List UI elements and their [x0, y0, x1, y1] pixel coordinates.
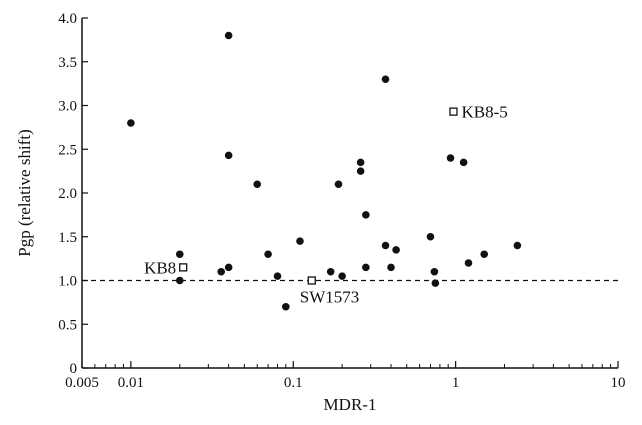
data-point [224, 151, 233, 160]
x-axis-title: MDR-1 [324, 395, 377, 414]
data-point [430, 267, 439, 276]
data-point [127, 119, 135, 127]
tick-marks [81, 17, 619, 369]
data-point [175, 276, 184, 285]
x-tick-label: 0.01 [118, 375, 144, 391]
data-point-open [307, 276, 316, 285]
data-point [381, 75, 390, 84]
data-point [513, 241, 522, 250]
data-point [296, 237, 304, 245]
data-point [426, 232, 435, 241]
data-point [326, 267, 335, 276]
point-annotation: KB8-5 [461, 103, 507, 122]
data-point-open [449, 107, 458, 116]
data-point [334, 180, 343, 189]
data-point [282, 302, 290, 311]
y-tick-label: 0 [70, 361, 78, 377]
data-point [362, 211, 370, 219]
point-annotation: KB8 [144, 258, 176, 277]
x-tick-label: 0.005 [65, 375, 99, 391]
data-point [464, 259, 473, 267]
data-point [362, 263, 370, 272]
data-point [446, 154, 455, 162]
y-tick-label: 0.5 [58, 317, 77, 333]
data-point [459, 158, 468, 167]
data-points [127, 31, 522, 311]
data-point [431, 279, 440, 287]
data-point [381, 241, 390, 250]
data-point [217, 267, 226, 276]
y-tick-label: 2.0 [58, 186, 77, 202]
y-tick-label: 1.5 [58, 230, 77, 246]
axes [81, 18, 618, 369]
y-axis-title: Pgp (relative shift) [15, 129, 34, 256]
y-tick-label: 2.5 [58, 142, 77, 158]
data-point [356, 158, 365, 167]
y-tick-label: 4.0 [58, 11, 77, 27]
data-point [338, 272, 346, 280]
point-annotations: KB8 SW1573 KB8-5 [144, 103, 508, 307]
data-point [273, 272, 282, 280]
y-tick-label: 1.0 [58, 274, 77, 290]
data-point [356, 167, 365, 175]
data-point [224, 31, 233, 40]
data-point [264, 250, 272, 259]
x-tick-label: 10 [611, 375, 626, 391]
tick-labels: 0 0.5 1.0 1.5 2.0 2.5 3.0 3.5 4.0 0.005 0.01 0.1 1 10 [58, 11, 625, 391]
data-point [392, 246, 400, 254]
data-point [253, 180, 262, 189]
data-point [175, 250, 184, 259]
x-tick-label: 1 [452, 375, 460, 391]
x-tick-label: 0.1 [284, 375, 303, 391]
data-point [480, 250, 489, 259]
point-annotation: SW1573 [300, 288, 360, 307]
data-point [387, 263, 395, 272]
data-point [224, 263, 233, 272]
data-point-open [179, 263, 188, 272]
y-tick-label: 3.5 [58, 55, 77, 71]
y-tick-label: 3.0 [58, 99, 77, 115]
